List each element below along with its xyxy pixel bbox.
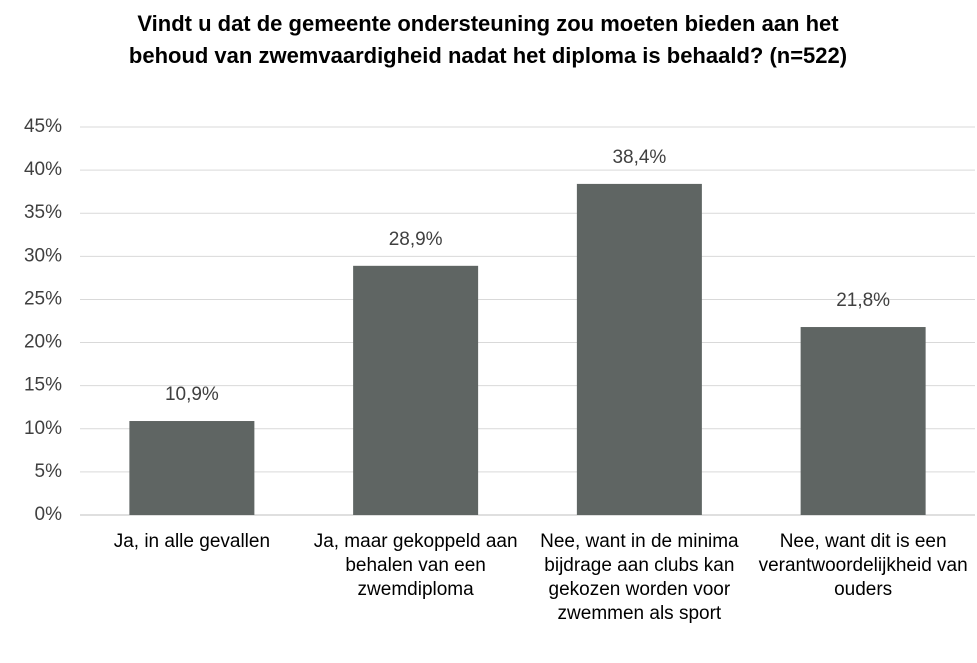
bar bbox=[129, 421, 255, 515]
bar bbox=[576, 183, 702, 515]
y-tick-label: 10% bbox=[24, 418, 62, 439]
y-tick-label: 30% bbox=[24, 245, 62, 266]
y-tick-label: 20% bbox=[24, 332, 62, 353]
y-tick-label: 35% bbox=[24, 202, 62, 223]
value-label: 28,9% bbox=[389, 229, 443, 250]
x-tick-label: Ja, in alle gevallen bbox=[113, 531, 271, 552]
y-tick-label: 15% bbox=[24, 375, 62, 396]
y-tick-label: 5% bbox=[35, 461, 63, 482]
y-tick-label: 40% bbox=[24, 159, 62, 180]
y-tick-label: 25% bbox=[24, 288, 62, 309]
value-label: 21,8% bbox=[836, 290, 890, 311]
x-tick-label: Nee, want dit is een verantwoordelijkhei… bbox=[758, 531, 968, 600]
value-label: 38,4% bbox=[612, 147, 666, 168]
x-tick-label: Nee, want in de minima bijdrage aan club… bbox=[540, 531, 739, 624]
bar bbox=[800, 327, 926, 515]
chart-title: Vindt u dat de gemeente ondersteuning zo… bbox=[128, 11, 848, 68]
bar bbox=[353, 265, 479, 515]
value-label: 10,9% bbox=[165, 384, 219, 405]
x-tick-label: Ja, maar gekoppeld aan behalen van een z… bbox=[313, 531, 518, 600]
y-tick-label: 45% bbox=[24, 116, 62, 137]
y-tick-label: 0% bbox=[35, 504, 63, 525]
